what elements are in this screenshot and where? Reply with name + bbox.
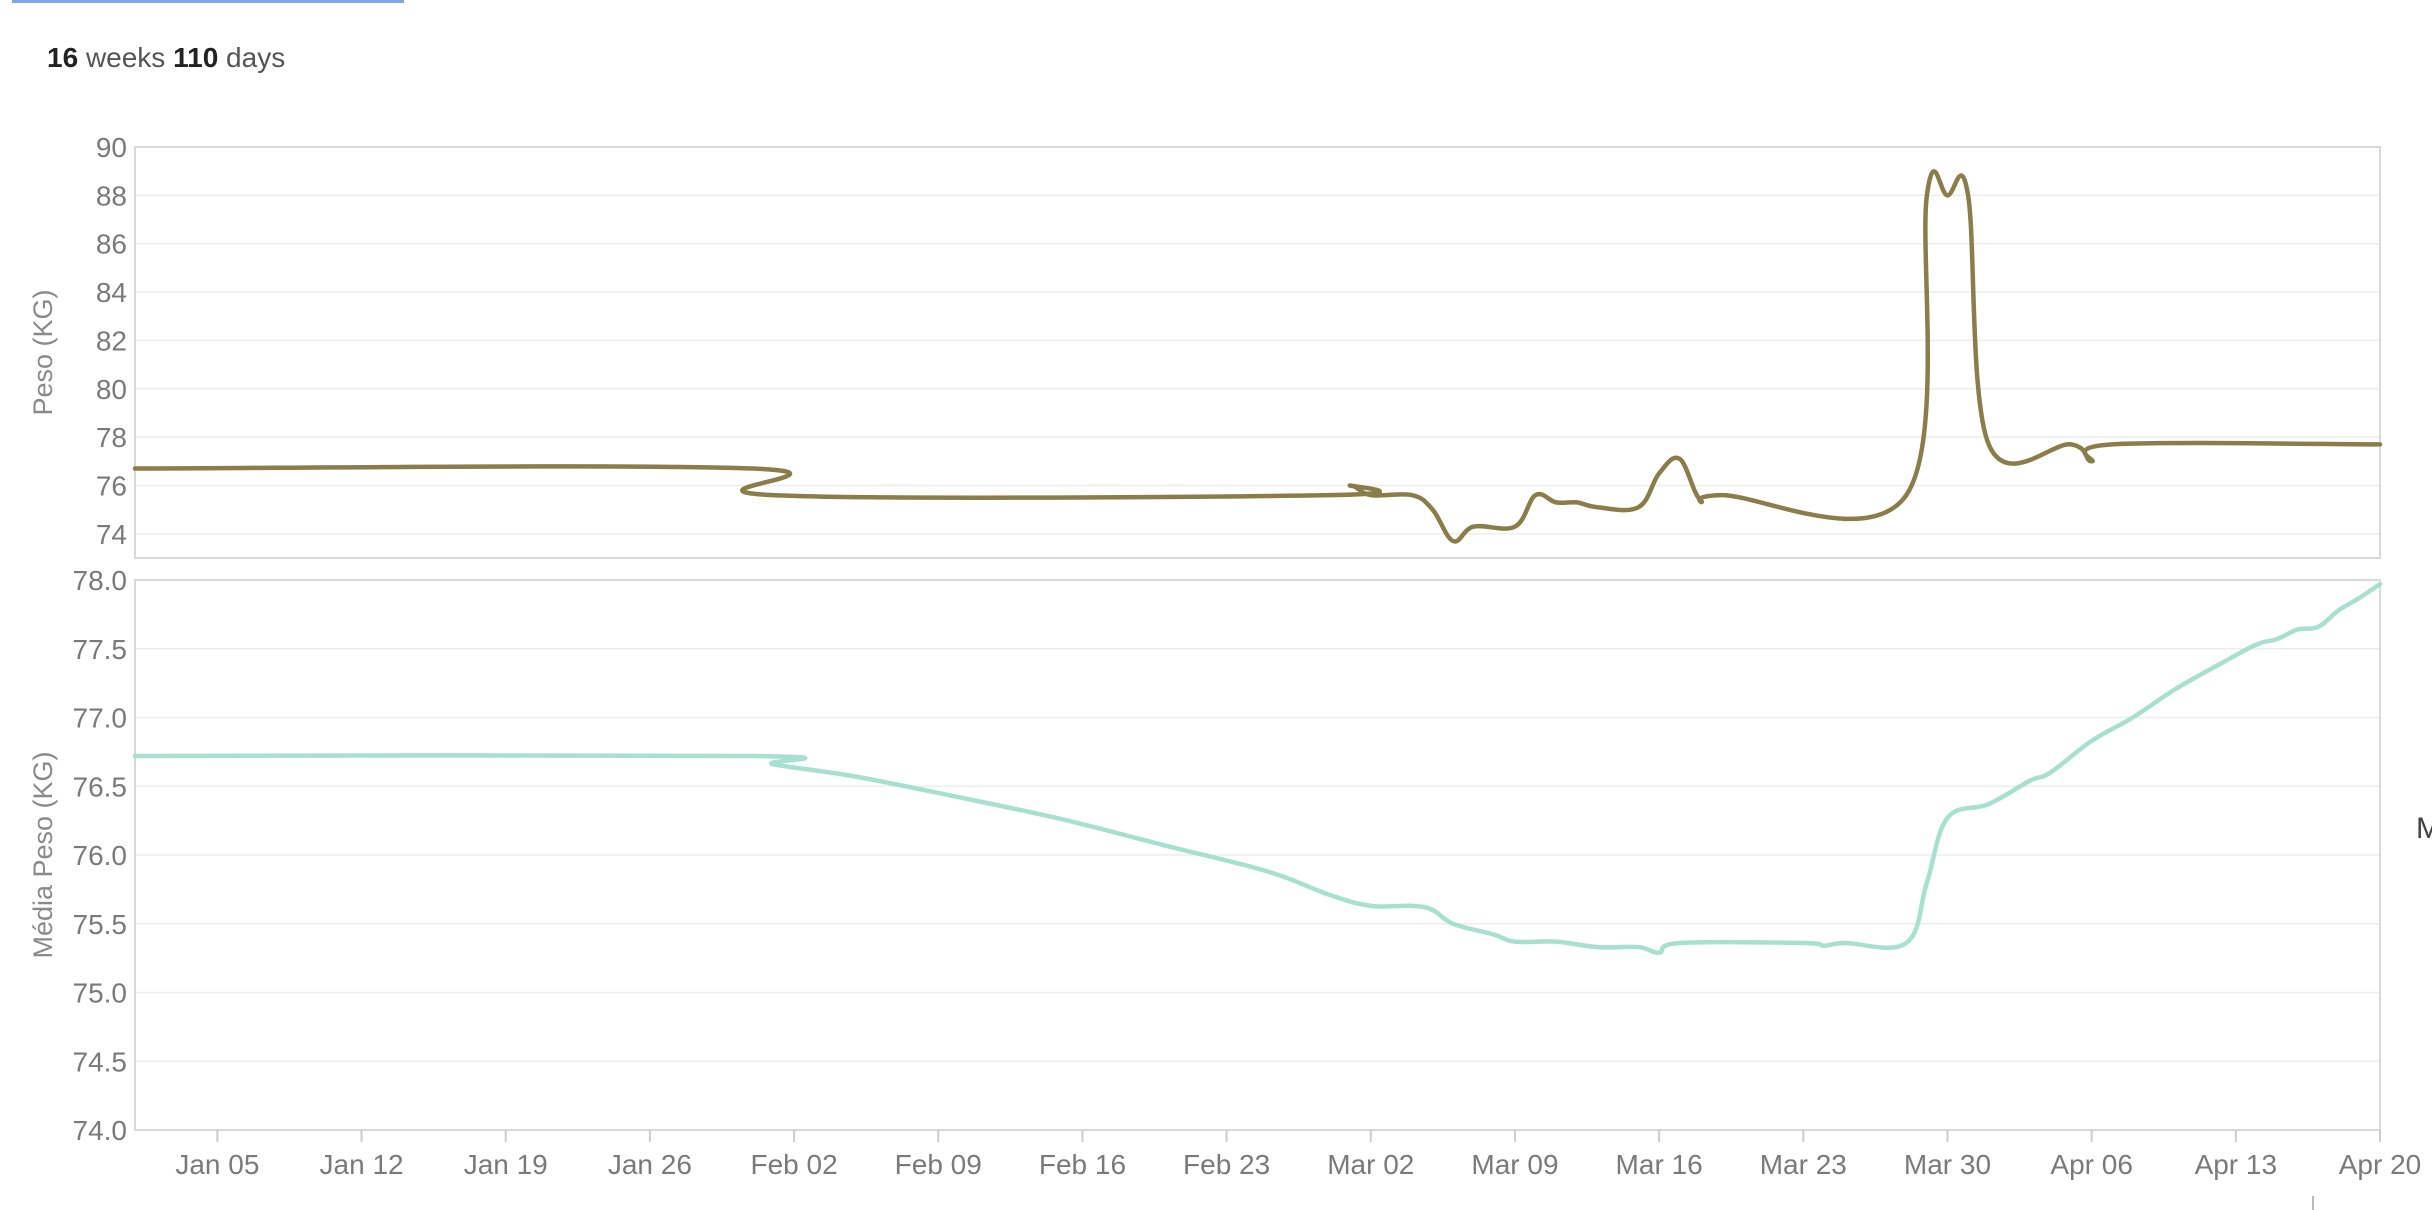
x-tick-label-1: Jan 12 bbox=[320, 1149, 404, 1180]
y-tick-label-0-1: 76 bbox=[96, 470, 127, 501]
y-tick-label-1-1: 74.5 bbox=[73, 1046, 128, 1077]
bottom-edge-tick bbox=[2312, 1196, 2314, 1210]
top-accent-bar bbox=[12, 0, 404, 3]
y-tick-label-0-5: 84 bbox=[96, 277, 127, 308]
y-tick-label-1-2: 75.0 bbox=[73, 978, 128, 1009]
x-tick-label-4: Feb 02 bbox=[750, 1149, 837, 1180]
weeks-unit: weeks bbox=[85, 42, 166, 73]
plot-frame-0 bbox=[134, 146, 2381, 559]
x-tick-label-15: Apr 20 bbox=[2339, 1149, 2422, 1180]
x-tick-label-9: Mar 09 bbox=[1471, 1149, 1558, 1180]
x-tick-label-11: Mar 23 bbox=[1760, 1149, 1847, 1180]
y-tick-label-0-7: 88 bbox=[96, 180, 127, 211]
y-tick-label-1-7: 77.5 bbox=[73, 634, 128, 665]
y-tick-label-1-8: 78.0 bbox=[73, 565, 128, 596]
x-tick-label-5: Feb 09 bbox=[895, 1149, 982, 1180]
y-tick-label-1-0: 74.0 bbox=[73, 1115, 128, 1146]
duration-summary: 16 weeks 110 days bbox=[47, 42, 285, 74]
clipped-side-label: M bbox=[2416, 812, 2432, 845]
y-tick-label-0-3: 80 bbox=[96, 374, 127, 405]
y-tick-label-1-5: 76.5 bbox=[73, 771, 128, 802]
x-tick-label-14: Apr 13 bbox=[2195, 1149, 2278, 1180]
x-tick-label-13: Apr 06 bbox=[2050, 1149, 2133, 1180]
y-tick-label-0-8: 90 bbox=[96, 132, 127, 163]
days-unit: days bbox=[226, 42, 286, 73]
x-tick-label-10: Mar 16 bbox=[1616, 1149, 1703, 1180]
x-tick-label-8: Mar 02 bbox=[1327, 1149, 1414, 1180]
y-axis-title-1: Média Peso (KG) bbox=[28, 751, 58, 958]
x-tick-label-0: Jan 05 bbox=[175, 1149, 259, 1180]
weeks-value: 16 bbox=[47, 42, 79, 73]
y-tick-label-0-2: 78 bbox=[96, 422, 127, 453]
x-tick-label-6: Feb 16 bbox=[1039, 1149, 1126, 1180]
y-tick-label-1-3: 75.5 bbox=[73, 909, 128, 940]
y-tick-label-1-4: 76.0 bbox=[73, 840, 128, 871]
x-tick-label-12: Mar 30 bbox=[1904, 1149, 1991, 1180]
plot-frame-1 bbox=[134, 579, 2381, 1131]
series-line-1-0 bbox=[132, 581, 2383, 955]
y-tick-label-0-6: 86 bbox=[96, 229, 127, 260]
y-tick-label-0-4: 82 bbox=[96, 325, 127, 356]
x-tick-label-3: Jan 26 bbox=[608, 1149, 692, 1180]
series-line-0-0 bbox=[132, 169, 2383, 544]
y-tick-label-0-0: 74 bbox=[96, 519, 127, 550]
y-axis-title-0: Peso (KG) bbox=[28, 289, 58, 415]
x-tick-label-2: Jan 19 bbox=[464, 1149, 548, 1180]
y-tick-label-1-6: 77.0 bbox=[73, 703, 128, 734]
days-value: 110 bbox=[173, 42, 219, 73]
x-tick-label-7: Feb 23 bbox=[1183, 1149, 1270, 1180]
